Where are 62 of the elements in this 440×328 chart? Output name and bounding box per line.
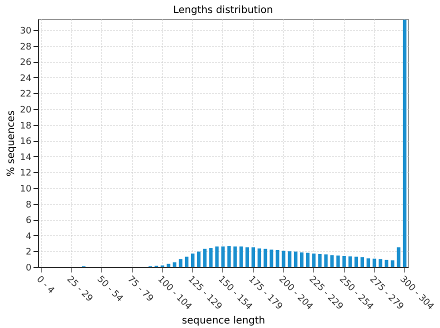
bar [390,260,394,267]
chart-title: Lengths distribution [173,5,273,16]
x-tick-label: 75 - 79 [125,274,155,304]
y-tick-label: 8 [26,200,32,210]
y-tick-label: 6 [26,216,32,226]
y-tick-label: 28 [20,42,32,52]
bar [215,246,219,267]
y-tick-label: 4 [26,232,32,242]
bar [312,254,316,267]
x-tick-label: 25 - 29 [64,274,94,304]
bar [360,257,364,267]
bar [306,252,310,267]
bar [318,254,322,267]
x-tick-label: 0 - 4 [34,274,56,296]
bar [282,250,286,267]
x-tick-label: 50 - 54 [94,274,125,304]
bar [233,246,237,267]
y-tick-label: 30 [20,26,32,37]
bar [252,247,256,267]
y-tick-label: 0 [26,264,32,274]
bar [203,248,207,267]
y-tick-label: 26 [20,58,32,68]
bar [336,256,340,267]
bar [300,252,304,267]
bar [245,247,249,267]
y-tick-label: 22 [20,90,32,100]
x-axis-title: sequence length [182,316,266,326]
bar [294,252,298,267]
y-tick-label: 12 [20,168,32,179]
bar [264,248,268,267]
bar [288,251,292,267]
y-tick-label: 18 [20,121,32,132]
bar [354,256,358,267]
bar [372,258,376,267]
bar [258,248,262,267]
bar [166,264,170,267]
y-tick-label: 14 [20,152,32,163]
bar [239,246,243,267]
bar [384,260,388,267]
bar [221,246,225,267]
bar [324,254,328,267]
bar [396,247,400,267]
bar [348,256,352,267]
bar [197,252,201,267]
bar [227,246,231,267]
bar [330,255,334,267]
bar [366,258,370,267]
y-tick-label: 16 [20,137,32,148]
bar [190,254,194,267]
y-tick-label: 20 [20,106,32,116]
y-axis-title: % sequences [6,110,18,177]
bar [378,259,382,267]
bar [270,250,274,267]
bar [209,248,213,267]
bar [172,262,176,267]
bar [184,256,188,267]
bar [276,250,280,267]
y-tick-label: 10 [20,184,32,195]
bar [178,259,182,267]
bar [342,256,346,267]
y-tick-label: 2 [26,248,32,258]
y-tick-label: 24 [20,74,32,84]
